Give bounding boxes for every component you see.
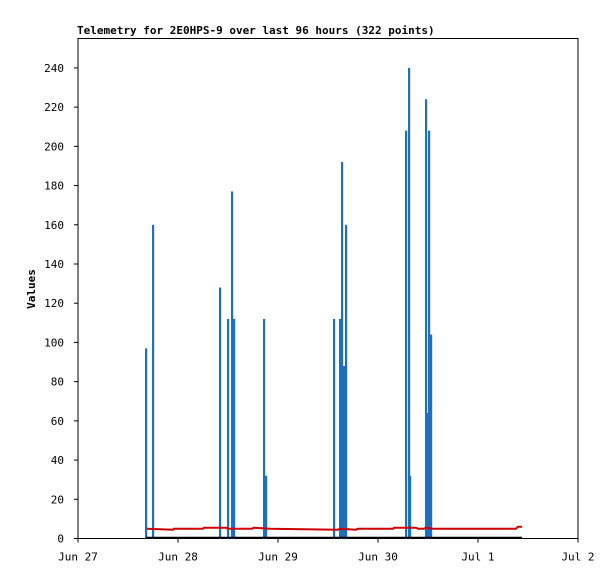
impulse-bar — [405, 130, 408, 539]
impulse-series — [145, 67, 433, 539]
y-tick-label: 160 — [44, 219, 64, 232]
y-axis: 0 20 40 60 80 100 120 140 160 180 200 220 240 — [44, 62, 78, 546]
x-tick-label: Jul 2 — [561, 551, 594, 564]
plot-frame — [77, 38, 579, 539]
line-series — [146, 525, 522, 539]
y-tick-label: 60 — [51, 415, 64, 428]
impulse-bar — [430, 334, 433, 539]
chart-title: Telemetry for 2E0HPS-9 over last 96 hour… — [77, 24, 435, 37]
impulse-bar — [145, 348, 148, 539]
impulse-bar — [227, 318, 230, 539]
y-tick-label: 0 — [57, 533, 64, 546]
x-tick-label: Jun 30 — [358, 551, 398, 564]
x-tick-label: Jun 27 — [58, 551, 98, 564]
y-tick-label: 80 — [51, 376, 64, 389]
impulse-bar — [428, 130, 431, 539]
impulse-bar — [425, 99, 428, 539]
y-tick-label: 240 — [44, 62, 64, 75]
y-tick-label: 20 — [51, 493, 64, 506]
x-tick-label: Jul 1 — [461, 551, 494, 564]
y-axis-label: Values — [25, 269, 38, 309]
impulse-bar — [233, 318, 236, 539]
y-tick-label: 120 — [44, 297, 64, 310]
impulse-bar — [231, 191, 234, 539]
y-tick-label: 100 — [44, 336, 64, 349]
impulse-bar — [219, 287, 222, 539]
y-tick-label: 200 — [44, 140, 64, 153]
impulse-bar — [409, 475, 412, 539]
x-tick-label: Jun 29 — [258, 551, 298, 564]
impulse-bar — [345, 224, 348, 539]
impulse-bar — [343, 365, 346, 539]
y-tick-label: 140 — [44, 258, 64, 271]
impulse-bar — [339, 318, 342, 539]
impulse-bar — [333, 318, 336, 539]
y-tick-label: 180 — [44, 180, 64, 193]
x-axis: Jun 27 Jun 28 Jun 29 Jun 30 Jul 1 Jul 2 — [58, 538, 595, 564]
impulse-bar — [265, 475, 268, 539]
impulse-bar — [408, 67, 411, 539]
impulse-bar — [263, 318, 266, 539]
red-series-line — [146, 525, 522, 531]
impulse-bar — [341, 162, 344, 539]
x-tick-label: Jun 28 — [158, 551, 198, 564]
y-tick-label: 40 — [51, 454, 64, 467]
impulse-bar — [152, 224, 155, 539]
y-tick-label: 220 — [44, 101, 64, 114]
